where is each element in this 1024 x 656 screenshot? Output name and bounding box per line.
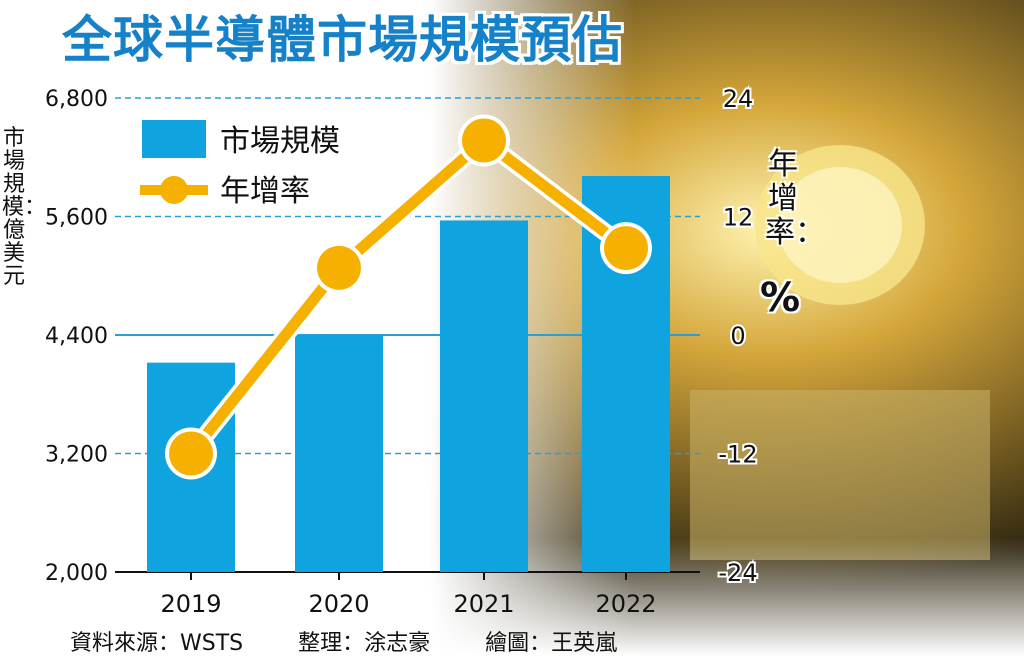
legend-line-marker: [160, 176, 188, 204]
x-tick-label: 2019: [160, 590, 221, 618]
bar-2020: [295, 335, 383, 572]
growth-line: [186, 134, 630, 457]
credits: 資料來源：WSTS 整理：涂志豪 繪圖：王英嵐: [70, 625, 665, 656]
left-axis-label: 市場規模：億美元: [2, 126, 47, 289]
point-2022: [604, 226, 648, 271]
left-tick-label: 3,200: [45, 443, 108, 468]
left-tick-label: 6,800: [45, 87, 108, 112]
x-axis-ticks: 2019 2020 2021 2022: [160, 590, 656, 618]
right-tick-label: 0: [730, 322, 745, 350]
source-credit: 資料來源：WSTS: [70, 631, 244, 656]
right-tick-label: 12: [723, 204, 754, 232]
right-axis-unit: %: [760, 275, 801, 321]
bar-series: [147, 176, 670, 572]
legend-bar-label: 市場規模: [220, 124, 340, 159]
legend-line-label: 年增率: [220, 174, 310, 209]
bar-2021: [440, 220, 528, 572]
x-tick-label: 2021: [453, 590, 514, 618]
legend: 市場規模 年增率: [140, 120, 340, 209]
illustrator-credit: 繪圖：王英嵐: [485, 631, 618, 656]
right-tick-label: -24: [718, 559, 757, 587]
legend-bar-swatch: [142, 120, 206, 158]
left-tick-label: 4,400: [45, 324, 108, 349]
point-2021: [462, 118, 506, 163]
right-tick-label: 24: [723, 85, 754, 113]
point-2019: [169, 431, 213, 476]
x-tick-label: 2022: [595, 590, 656, 618]
point-2020: [317, 245, 361, 290]
left-tick-label: 2,000: [45, 561, 108, 586]
left-axis-ticks: 2,000 3,200 4,400 5,600 6,800: [45, 87, 108, 586]
right-axis-label: 年增率：: [765, 147, 825, 250]
x-tick-label: 2020: [308, 590, 369, 618]
right-axis-ticks: -24 -12 0 12 24: [716, 83, 759, 589]
left-tick-label: 5,600: [45, 206, 108, 231]
line-series: [165, 114, 652, 480]
right-tick-label: -12: [718, 441, 757, 469]
editor-credit: 整理：涂志豪: [298, 631, 431, 656]
chart-title: 全球半導體市場規模預估: [62, 11, 623, 69]
